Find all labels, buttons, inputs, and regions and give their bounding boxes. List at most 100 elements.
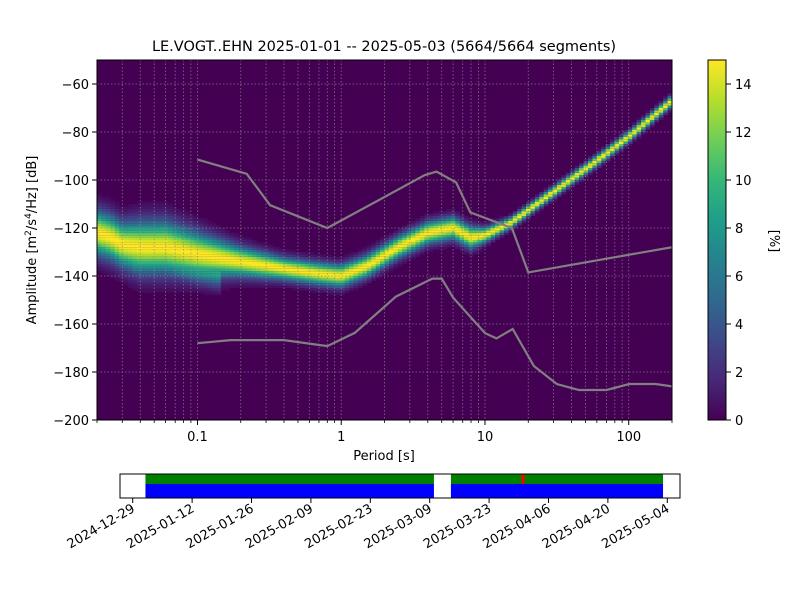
density-cell <box>309 285 315 288</box>
density-cell <box>380 249 385 252</box>
density-cell <box>176 232 182 236</box>
density-cell <box>132 285 138 288</box>
density-cell <box>273 247 279 250</box>
density-cell <box>154 218 160 221</box>
density-cell <box>437 223 443 226</box>
density-cell <box>242 242 248 245</box>
density-cell <box>150 288 155 291</box>
density-cell <box>561 182 567 185</box>
density-cell <box>415 223 421 226</box>
density-cell <box>127 230 133 233</box>
density-cell <box>415 247 421 250</box>
density-cell <box>127 256 133 260</box>
density-cell <box>167 264 173 267</box>
density-cell <box>561 180 567 183</box>
density-cell <box>291 256 297 260</box>
density-cell <box>127 235 133 238</box>
density-cell <box>150 218 155 221</box>
density-cell <box>189 285 195 288</box>
density-cell <box>260 264 266 267</box>
density-cell <box>203 220 208 224</box>
density-cell <box>415 228 421 231</box>
density-cell <box>238 256 244 260</box>
density-cell <box>220 259 226 262</box>
density-cell <box>194 276 200 279</box>
density-cell <box>543 199 549 202</box>
density-cell <box>442 240 447 243</box>
density-cell <box>150 271 155 274</box>
density-cell <box>645 117 651 120</box>
density-cell <box>614 146 620 149</box>
density-cell <box>220 247 226 250</box>
density-cell <box>242 271 248 274</box>
density-cell <box>455 230 461 233</box>
density-cell <box>203 252 208 255</box>
density-cell <box>362 252 368 255</box>
density-cell <box>181 285 186 288</box>
density-cell <box>203 273 208 276</box>
density-cell <box>273 264 279 267</box>
density-cell <box>273 278 279 281</box>
density-cell <box>101 242 107 245</box>
density-cell <box>101 247 107 250</box>
density-cell <box>172 237 178 240</box>
density-cell <box>539 199 545 202</box>
density-cell <box>455 232 461 236</box>
density-cell <box>375 273 381 276</box>
density-cell <box>163 223 169 226</box>
density-cell <box>313 280 319 284</box>
density-cell <box>216 288 222 291</box>
density-cell <box>172 268 178 272</box>
density-cell <box>234 235 239 238</box>
density-cell <box>101 206 107 209</box>
density-cell <box>468 232 474 236</box>
density-cell <box>472 252 478 255</box>
y-tick-label: −160 <box>53 318 89 333</box>
density-cell <box>127 271 133 274</box>
density-cell <box>304 276 310 279</box>
density-cell <box>238 240 244 243</box>
density-cell <box>393 237 399 240</box>
density-cell <box>477 244 483 248</box>
density-cell <box>220 252 226 255</box>
density-cell <box>145 278 151 281</box>
density-cell <box>300 283 306 286</box>
density-cell <box>601 151 607 154</box>
density-cell <box>158 290 164 293</box>
density-cell <box>172 290 178 293</box>
density-cell <box>477 249 483 252</box>
density-cell <box>300 259 306 262</box>
density-cell <box>411 252 416 255</box>
density-cell <box>309 283 315 286</box>
density-cell <box>539 204 545 207</box>
density-cell <box>322 283 328 286</box>
density-cell <box>97 213 102 216</box>
density-cell <box>344 254 350 257</box>
density-cell <box>570 184 576 188</box>
density-cell <box>587 158 593 161</box>
density-cell <box>300 266 306 269</box>
density-cell <box>464 232 469 236</box>
density-cell <box>172 223 178 226</box>
density-cell <box>472 218 478 221</box>
density-cell <box>384 242 390 245</box>
density-cell <box>362 276 368 279</box>
density-cell <box>189 232 195 236</box>
density-cell <box>110 204 116 207</box>
density-cell <box>273 259 279 262</box>
density-cell <box>645 122 651 125</box>
density-cell <box>490 223 496 226</box>
density-cell <box>158 283 164 286</box>
density-cell <box>207 288 213 291</box>
density-cell <box>287 271 293 274</box>
density-cell <box>371 259 377 262</box>
density-cell <box>136 259 142 262</box>
density-cell <box>428 232 434 236</box>
density-cell <box>428 237 434 240</box>
density-cell <box>207 276 213 279</box>
density-cell <box>282 252 288 255</box>
density-cell <box>225 276 231 279</box>
density-cell <box>667 108 672 111</box>
density-cell <box>158 232 164 236</box>
density-cell <box>265 271 270 274</box>
